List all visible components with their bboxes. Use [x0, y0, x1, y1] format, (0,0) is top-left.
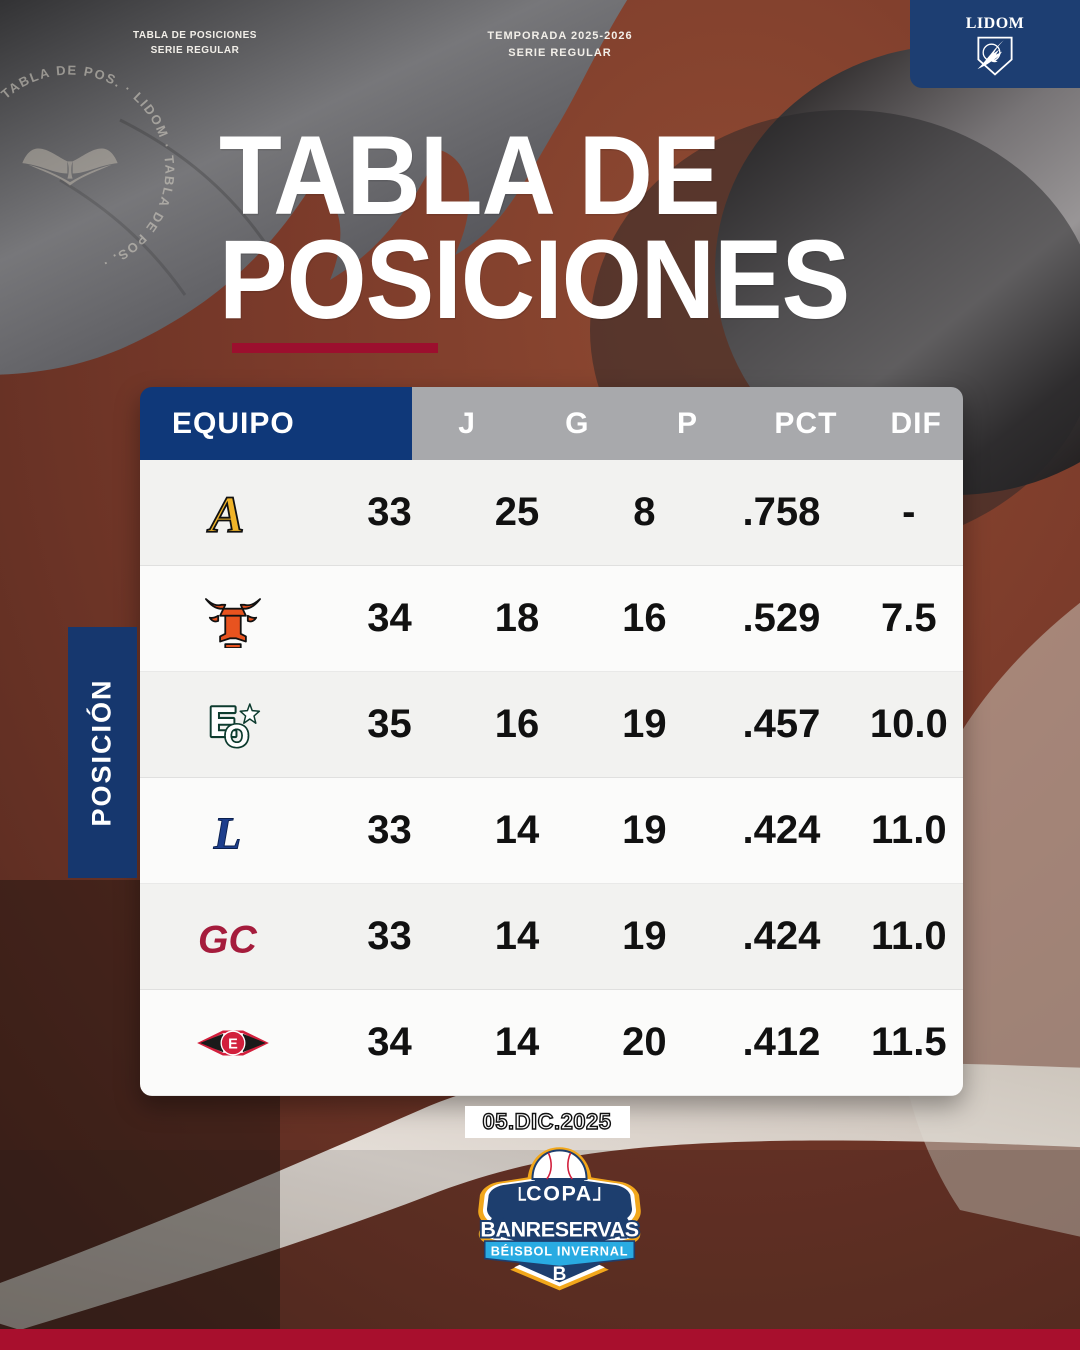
svg-text:GC: GC: [198, 918, 257, 961]
svg-text:COPA: COPA: [526, 1182, 593, 1206]
svg-text:B: B: [553, 1264, 567, 1285]
svg-text:O: O: [225, 718, 249, 753]
svg-text:BÉISBOL INVERNAL: BÉISBOL INVERNAL: [491, 1243, 629, 1258]
svg-text:L: L: [213, 807, 242, 858]
svg-text:E: E: [228, 1036, 238, 1052]
svg-text:05.DIC.2025: 05.DIC.2025: [482, 1110, 611, 1134]
svg-text:BANRESERVAS: BANRESERVAS: [480, 1217, 638, 1241]
svg-text:A: A: [207, 487, 245, 544]
